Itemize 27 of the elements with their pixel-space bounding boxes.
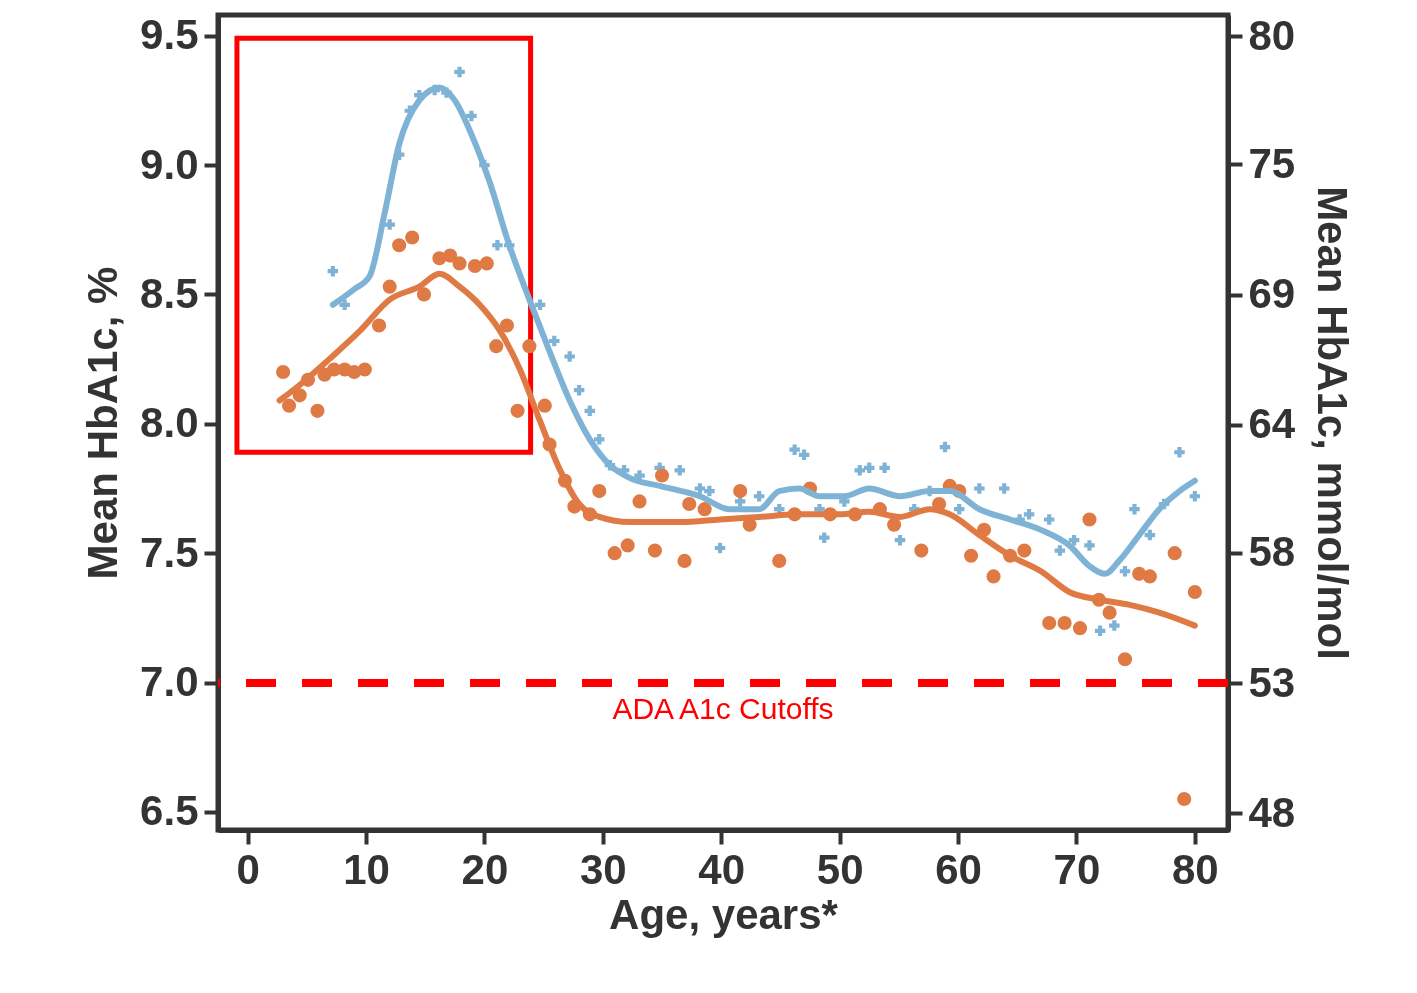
y-tick-label: 9.0 <box>140 140 199 188</box>
x-tick-label: 40 <box>698 845 746 893</box>
y2-axis-title: Mean HbA1c, mmol/mol <box>1309 186 1357 660</box>
x-tick-label: 20 <box>461 845 509 893</box>
x-tick-label: 30 <box>579 845 627 893</box>
x-tick-label: 60 <box>935 845 982 893</box>
x-tick-label: 0 <box>236 845 260 893</box>
y-tick-label: 7.5 <box>140 528 199 576</box>
y2-tick-label: 75 <box>1248 139 1296 187</box>
y2-tick-label: 53 <box>1248 658 1296 706</box>
x-axis-title: Age, years* <box>609 890 839 938</box>
y2-tick-label: 64 <box>1248 400 1296 448</box>
x-tick-label: 50 <box>816 845 864 893</box>
y-tick-label: 7.0 <box>140 658 199 706</box>
y2-tick-label: 58 <box>1248 528 1296 576</box>
y-tick-label: 9.5 <box>140 11 199 59</box>
y-tick-label: 6.5 <box>140 787 199 835</box>
y2-tick-label: 80 <box>1248 11 1296 59</box>
x-tick-label: 10 <box>343 845 390 893</box>
ref-line-label: ADA A1c Cutoffs <box>612 692 834 726</box>
y-tick-label: 8.5 <box>140 269 199 317</box>
y2-tick-label: 69 <box>1248 270 1296 318</box>
y2-tick-label: 48 <box>1248 788 1296 836</box>
x-tick-label: 70 <box>1053 845 1101 893</box>
y-axis-title: Mean HbA1c, % <box>79 266 127 580</box>
x-tick-label: 80 <box>1171 845 1219 893</box>
y-tick-label: 8.0 <box>140 399 199 447</box>
